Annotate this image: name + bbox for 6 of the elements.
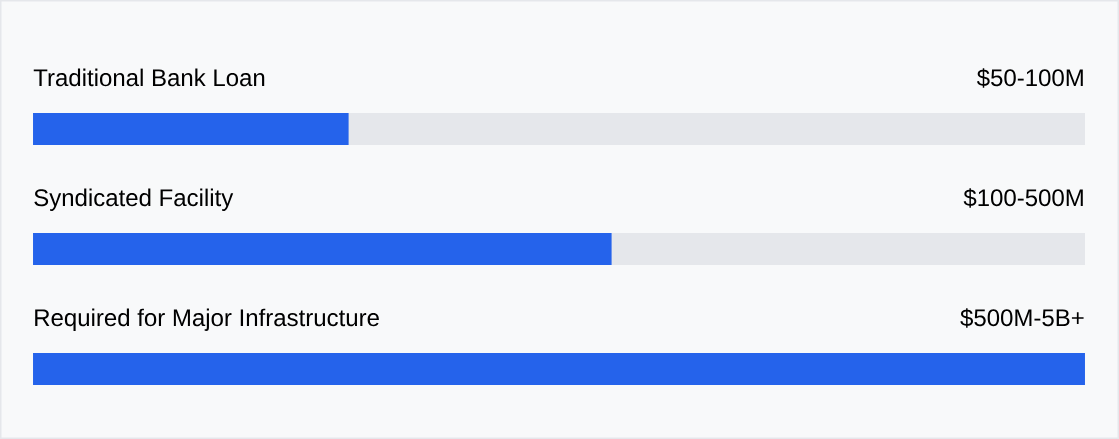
annotation: $500M-5B+ bbox=[960, 308, 1084, 328]
y-tick-label: Required for Major Infrastructure bbox=[35, 308, 379, 331]
annotation: $100-500M bbox=[963, 188, 1083, 208]
y-tick-label: Traditional Bank Loan bbox=[33, 68, 265, 87]
y-tick-label: Syndicated Facility bbox=[34, 188, 234, 211]
annotation: $50-100M bbox=[976, 68, 1083, 88]
